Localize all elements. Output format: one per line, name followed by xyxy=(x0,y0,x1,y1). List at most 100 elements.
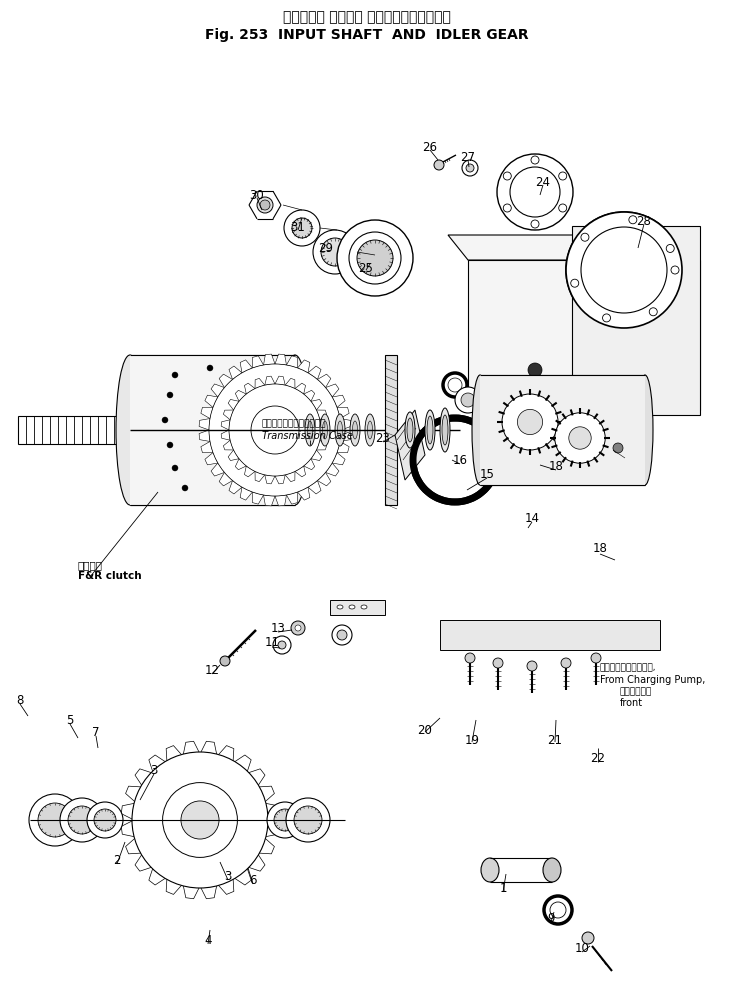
Text: 5: 5 xyxy=(66,714,74,727)
Text: 28: 28 xyxy=(637,215,651,228)
Text: 22: 22 xyxy=(590,752,606,765)
Polygon shape xyxy=(199,430,210,442)
Polygon shape xyxy=(219,374,232,388)
Polygon shape xyxy=(317,441,326,450)
Polygon shape xyxy=(320,420,329,430)
Circle shape xyxy=(510,167,560,217)
Circle shape xyxy=(559,172,567,180)
Ellipse shape xyxy=(425,410,435,450)
Bar xyxy=(130,355,295,505)
Circle shape xyxy=(443,373,467,397)
Circle shape xyxy=(337,630,347,640)
Ellipse shape xyxy=(337,605,343,609)
Polygon shape xyxy=(229,366,242,380)
Polygon shape xyxy=(223,410,234,420)
Circle shape xyxy=(629,215,637,223)
Circle shape xyxy=(461,393,475,407)
Polygon shape xyxy=(395,410,425,480)
Text: 16: 16 xyxy=(453,454,467,467)
Circle shape xyxy=(162,417,168,423)
Polygon shape xyxy=(121,803,136,820)
Text: Transmission Case: Transmission Case xyxy=(262,431,353,441)
Polygon shape xyxy=(298,360,310,373)
Bar xyxy=(385,355,397,505)
Polygon shape xyxy=(223,441,234,450)
Circle shape xyxy=(434,160,444,170)
Circle shape xyxy=(273,636,291,654)
Circle shape xyxy=(337,220,413,296)
Circle shape xyxy=(257,197,273,213)
Polygon shape xyxy=(135,853,154,871)
Circle shape xyxy=(349,232,401,284)
Polygon shape xyxy=(332,453,345,465)
Text: トランスミッションケース: トランスミッションケース xyxy=(262,420,326,429)
Polygon shape xyxy=(340,419,351,430)
Text: 10: 10 xyxy=(575,941,589,954)
Polygon shape xyxy=(228,450,239,461)
Circle shape xyxy=(284,210,320,246)
Polygon shape xyxy=(121,820,136,837)
Text: インプット シャフト およびアイドラギヤー: インプット シャフト およびアイドラギヤー xyxy=(283,10,451,24)
Polygon shape xyxy=(255,378,265,389)
Text: 14: 14 xyxy=(525,511,539,524)
Circle shape xyxy=(313,230,357,274)
Text: 27: 27 xyxy=(461,152,476,165)
Ellipse shape xyxy=(407,418,413,442)
Circle shape xyxy=(60,798,104,842)
Circle shape xyxy=(172,465,178,471)
Circle shape xyxy=(242,367,248,373)
Polygon shape xyxy=(285,472,295,482)
Polygon shape xyxy=(330,600,385,615)
Polygon shape xyxy=(247,769,265,787)
Text: 1: 1 xyxy=(499,881,506,894)
Polygon shape xyxy=(311,400,322,410)
Circle shape xyxy=(566,212,682,328)
Polygon shape xyxy=(233,866,251,885)
Polygon shape xyxy=(221,420,230,430)
Polygon shape xyxy=(201,442,213,453)
Circle shape xyxy=(167,442,173,448)
Ellipse shape xyxy=(543,858,561,882)
Bar xyxy=(480,375,645,485)
Circle shape xyxy=(531,220,539,228)
Polygon shape xyxy=(326,384,339,397)
Circle shape xyxy=(321,238,349,266)
Circle shape xyxy=(332,625,352,645)
Circle shape xyxy=(503,204,512,212)
Circle shape xyxy=(181,801,219,839)
Circle shape xyxy=(38,803,72,837)
Polygon shape xyxy=(257,837,274,853)
Polygon shape xyxy=(264,803,279,820)
Polygon shape xyxy=(200,883,217,898)
Ellipse shape xyxy=(116,355,144,505)
Circle shape xyxy=(666,244,674,252)
Polygon shape xyxy=(200,741,217,757)
Circle shape xyxy=(292,218,312,238)
Circle shape xyxy=(666,244,674,252)
Polygon shape xyxy=(245,383,255,394)
Circle shape xyxy=(172,372,178,378)
Circle shape xyxy=(517,410,542,435)
Circle shape xyxy=(295,625,301,631)
Polygon shape xyxy=(235,390,246,402)
Circle shape xyxy=(591,653,601,663)
Polygon shape xyxy=(219,473,232,486)
Text: 19: 19 xyxy=(465,734,479,747)
Polygon shape xyxy=(285,378,295,389)
Polygon shape xyxy=(247,853,265,871)
Polygon shape xyxy=(228,400,239,410)
Polygon shape xyxy=(126,837,143,853)
Circle shape xyxy=(582,932,594,944)
Circle shape xyxy=(291,621,305,635)
Polygon shape xyxy=(233,755,251,774)
Polygon shape xyxy=(240,360,252,373)
Circle shape xyxy=(497,154,573,230)
Polygon shape xyxy=(126,787,143,803)
Polygon shape xyxy=(304,459,315,470)
Circle shape xyxy=(581,233,589,241)
Polygon shape xyxy=(217,746,234,763)
Polygon shape xyxy=(440,620,660,650)
Ellipse shape xyxy=(353,421,357,439)
Ellipse shape xyxy=(440,408,450,452)
Polygon shape xyxy=(340,430,351,442)
